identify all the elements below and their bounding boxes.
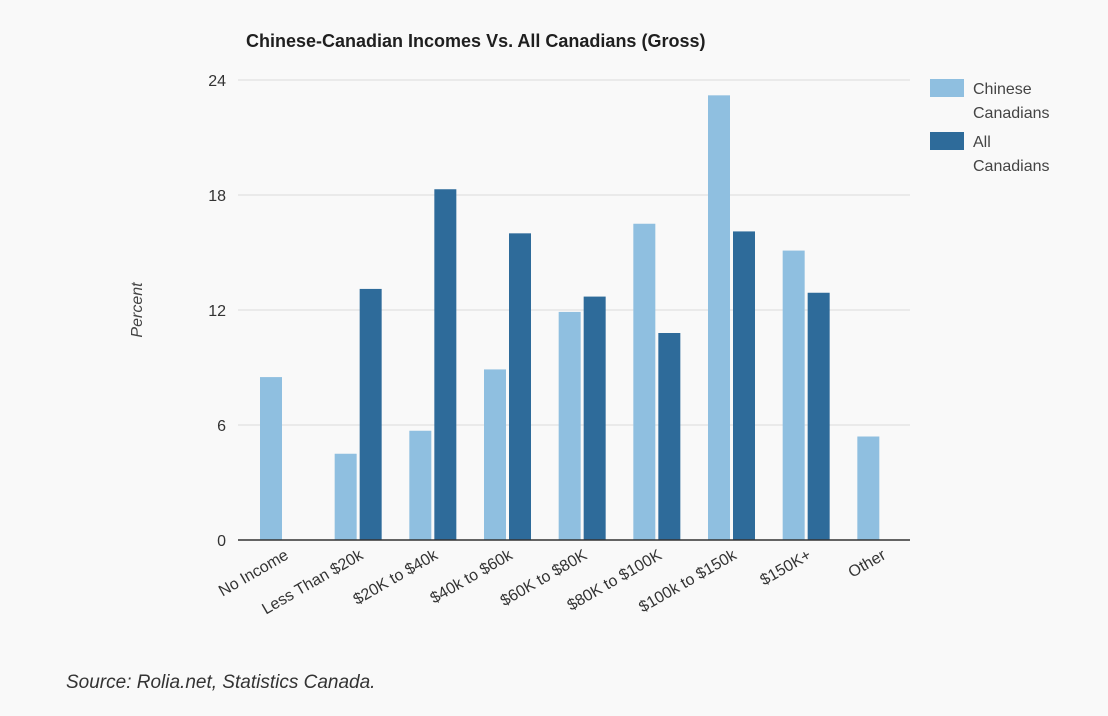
bar-chinese-canadians: [409, 430, 432, 540]
source-note: Source: Rolia.net, Statistics Canada.: [66, 672, 376, 693]
bar-chinese-canadians: [708, 95, 730, 540]
bar-all-canadians: [583, 296, 606, 540]
x-tick-label: $20K to $40k: [351, 546, 442, 608]
bar-all-canadians: [733, 231, 755, 540]
bar-chinese-canadians: [782, 250, 805, 541]
bar-all-canadians: [658, 333, 681, 540]
legend-label: Canadians: [973, 105, 1050, 122]
legend-swatch: [930, 132, 964, 150]
bar-all-canadians: [807, 292, 830, 540]
bar-chinese-canadians: [260, 377, 282, 540]
bars: [260, 95, 880, 541]
y-tick-label: 18: [208, 188, 226, 205]
bar-all-canadians: [434, 189, 457, 540]
legend: Chinese Canadians All Canadians: [930, 79, 1050, 175]
y-axis-ticks: 0 6 12 18 24: [208, 73, 226, 550]
bar-all-canadians: [359, 288, 382, 540]
legend-label: All: [973, 134, 991, 151]
x-tick-label: $150K+: [758, 547, 815, 590]
x-tick-label: Other: [846, 546, 890, 581]
legend-swatch: [930, 79, 964, 97]
y-tick-label: 0: [217, 533, 226, 550]
y-axis-title: Percent: [129, 282, 146, 338]
y-tick-label: 6: [217, 418, 226, 435]
y-tick-label: 24: [208, 73, 226, 90]
legend-label: Canadians: [973, 158, 1050, 175]
bar-all-canadians: [509, 233, 531, 541]
bar-chinese-canadians: [334, 453, 357, 540]
bar-chart: Chinese-Canadian Incomes Vs. All Canadia…: [129, 31, 1050, 618]
chart-title: Chinese-Canadian Incomes Vs. All Canadia…: [246, 31, 705, 51]
legend-label: Chinese: [973, 81, 1032, 98]
bar-chinese-canadians: [484, 369, 506, 540]
y-tick-label: 12: [208, 303, 226, 320]
bar-chinese-canadians: [558, 311, 581, 540]
bar-chinese-canadians: [633, 223, 656, 540]
bar-chinese-canadians: [857, 436, 880, 540]
